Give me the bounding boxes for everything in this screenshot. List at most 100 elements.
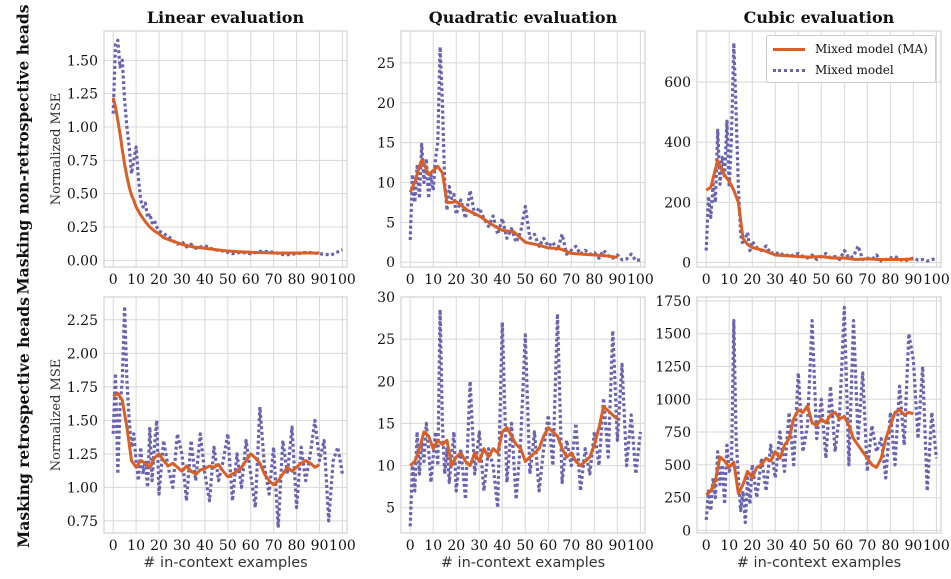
x-tick-label: 80 (585, 538, 603, 554)
x-tick-label: 30 (470, 272, 488, 288)
x-tick-label: 10 (720, 272, 738, 288)
x-tick-label: 30 (173, 272, 191, 288)
y-tick-label: 200 (664, 195, 691, 211)
x-tick-label: 90 (904, 272, 922, 288)
x-tick-label: 90 (904, 538, 922, 554)
series-line-mixed-model-ma (112, 392, 321, 487)
axes-frame (103, 30, 348, 268)
x-tick-label: 40 (196, 272, 214, 288)
series-line-mixed-model-ma (705, 404, 914, 497)
y-tick-label: 5 (386, 501, 395, 517)
legend-item-ma: Mixed model (MA) (773, 41, 928, 57)
x-axis-label: # in-context examples (143, 555, 307, 571)
x-tick-label: 0 (702, 538, 711, 554)
y-tick-label: 10 (377, 175, 395, 191)
axes-frame (400, 296, 646, 534)
x-tick-label: 50 (516, 538, 534, 554)
y-tick-label: 600 (664, 75, 691, 91)
x-tick-label: 0 (109, 272, 118, 288)
y-tick-label: 2.25 (67, 313, 98, 329)
x-tick-label: 80 (881, 538, 899, 554)
panel-title: Cubic evaluation (744, 8, 895, 27)
x-tick-label: 10 (720, 538, 738, 554)
axes-frame (696, 296, 942, 534)
y-tick-label: 1.75 (67, 380, 98, 396)
x-tick-label: 0 (702, 272, 711, 288)
series-line-mixed-model-ma (111, 97, 320, 255)
y-tick-label: 20 (377, 96, 395, 112)
x-axis-label: # in-context examples (737, 555, 901, 571)
x-tick-label: 80 (288, 538, 306, 554)
y-tick-label: 750 (664, 425, 691, 441)
y-tick-label: 400 (664, 135, 691, 151)
x-tick-label: 70 (562, 272, 580, 288)
legend: Mixed model (MA) Mixed model (766, 35, 936, 83)
y-tick-label: 0 (682, 255, 691, 271)
series-line-mixed-model (111, 304, 344, 530)
y-tick-label: 250 (664, 491, 691, 507)
x-tick-label: 60 (539, 538, 557, 554)
x-tick-label: 50 (219, 538, 237, 554)
x-tick-label: 50 (219, 272, 237, 288)
x-tick-label: 50 (812, 272, 830, 288)
y-tick-label: 1.50 (67, 413, 98, 429)
row-title-non-retrospective: Masking non-retrospective heads (13, 4, 33, 294)
x-tick-label: 20 (150, 272, 168, 288)
x-tick-label: 20 (447, 538, 465, 554)
x-tick-label: 70 (265, 538, 283, 554)
x-tick-label: 100 (627, 538, 654, 554)
legend-solid-line-icon (773, 47, 805, 51)
axes-frame (696, 30, 942, 268)
y-tick-label: 10 (377, 459, 395, 475)
x-tick-label: 100 (923, 538, 950, 554)
axes-frame (103, 296, 348, 534)
axes-frame (400, 30, 646, 268)
y-tick-label: 1.25 (67, 447, 98, 463)
y-tick-label: 1.25 (67, 87, 98, 103)
x-tick-label: 100 (329, 538, 356, 554)
series-line-mixed-model-ma (409, 405, 619, 468)
legend-dotted-line-icon (773, 68, 805, 72)
x-tick-label: 70 (265, 272, 283, 288)
x-tick-label: 0 (109, 538, 118, 554)
y-tick-label: 1750 (655, 294, 691, 310)
x-tick-label: 50 (516, 272, 534, 288)
x-tick-label: 30 (173, 538, 191, 554)
y-tick-label: 1.00 (67, 480, 98, 496)
x-tick-label: 90 (608, 272, 626, 288)
legend-item-raw: Mixed model (773, 62, 894, 78)
x-tick-label: 40 (789, 538, 807, 554)
x-tick-label: 20 (150, 538, 168, 554)
series-line-mixed-model (408, 308, 642, 527)
y-tick-label: 0.50 (67, 187, 98, 203)
panel-linear-bottom: 0 10 20 30 40 50 60 70 80 90 100 0.75 1.00 1.25 1.50 1.… (49, 296, 356, 571)
series-line-mixed-model (408, 45, 641, 263)
x-tick-label: 60 (835, 272, 853, 288)
x-tick-label: 90 (311, 272, 329, 288)
x-tick-label: 0 (406, 538, 415, 554)
x-tick-label: 10 (127, 538, 145, 554)
y-tick-label: 1000 (655, 392, 691, 408)
y-tick-label: 500 (664, 458, 691, 474)
x-tick-label: 60 (835, 538, 853, 554)
series-line-mixed-model (704, 305, 938, 525)
x-tick-label: 40 (493, 272, 511, 288)
y-tick-label: 0 (682, 523, 691, 539)
y-tick-label: 1.50 (67, 53, 98, 69)
series-line-mixed-model-ma (705, 158, 914, 261)
y-tick-label: 0.25 (67, 220, 98, 236)
x-tick-label: 60 (539, 272, 557, 288)
panel-cubic-bottom: 0 10 20 30 40 50 60 70 80 90 100025050075010001250… (655, 294, 949, 571)
x-tick-label: 10 (127, 272, 145, 288)
x-tick-label: 70 (858, 538, 876, 554)
x-tick-label: 100 (627, 272, 654, 288)
x-tick-label: 40 (196, 538, 214, 554)
panel-title: Quadratic evaluation (429, 8, 618, 27)
panel-linear-top: 0 10 20 30 40 50 60 70 80 90 100 0.00 0.25 0.50 0.75 1.… (49, 8, 356, 288)
legend-label-raw: Mixed model (815, 63, 894, 77)
x-tick-label: 100 (923, 272, 950, 288)
x-tick-label: 20 (447, 272, 465, 288)
y-tick-label: 25 (377, 56, 395, 72)
